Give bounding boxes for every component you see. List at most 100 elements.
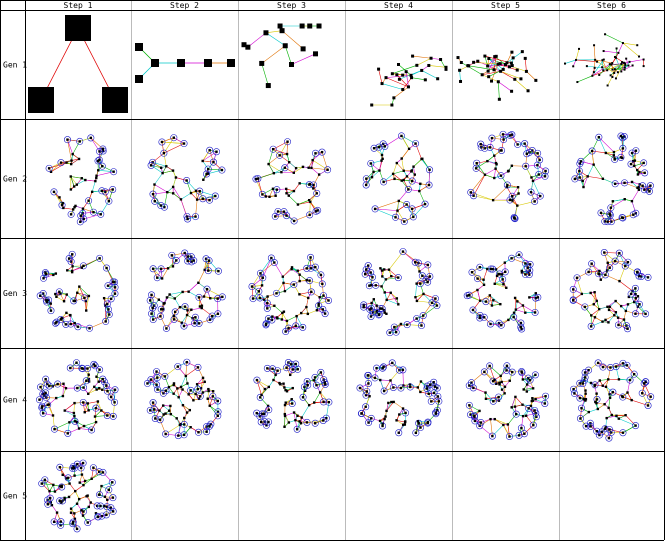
graph-node xyxy=(619,134,623,138)
graph-node-ring xyxy=(86,324,94,332)
graph-edge xyxy=(70,176,75,187)
graph-node xyxy=(534,78,538,82)
graph-edge xyxy=(105,191,110,202)
graph-node xyxy=(289,62,294,67)
graph-node xyxy=(148,299,152,302)
graph-node-ring xyxy=(497,321,505,329)
graph-edge xyxy=(371,418,381,422)
graph-node-ring xyxy=(171,308,179,316)
graph-node xyxy=(619,156,623,159)
graph-edge xyxy=(580,161,594,165)
graph-edge xyxy=(180,375,187,388)
graph-node xyxy=(211,314,214,318)
graph-node xyxy=(73,321,76,325)
graph-node-ring xyxy=(149,265,157,273)
graph-node xyxy=(195,198,199,201)
graph-edge xyxy=(392,362,404,371)
graph-edge xyxy=(421,70,438,80)
graph-node-ring xyxy=(635,300,643,308)
graph-edge xyxy=(491,134,504,139)
graph-node xyxy=(296,414,299,417)
graph-node xyxy=(500,323,503,327)
graph-node xyxy=(258,296,262,300)
graph-edge xyxy=(572,59,577,67)
graph-node xyxy=(586,175,589,178)
graph-node xyxy=(95,174,98,177)
graph-edge xyxy=(515,309,526,313)
graph-node xyxy=(536,296,540,299)
graph-node xyxy=(208,318,212,321)
graph-edge xyxy=(591,150,594,165)
graph-edge xyxy=(500,71,515,80)
graph-node xyxy=(271,367,274,370)
graph-node xyxy=(512,315,515,319)
graph-node xyxy=(371,311,375,314)
graph-node xyxy=(611,68,614,71)
graph-edge xyxy=(293,214,310,222)
graph-node xyxy=(285,319,289,323)
graph-node xyxy=(83,296,86,300)
graph-edge xyxy=(402,369,404,386)
graph-edge xyxy=(186,180,197,191)
graph-node xyxy=(301,326,304,329)
graph-node-ring xyxy=(403,321,411,329)
graph-edge xyxy=(639,304,646,315)
graph-node xyxy=(160,140,164,144)
graph-node xyxy=(426,263,430,267)
graph-node-ring xyxy=(74,323,82,331)
graph-edge xyxy=(501,380,510,383)
graph-node xyxy=(612,154,616,157)
graph-node xyxy=(323,381,326,384)
graph-node-ring xyxy=(105,311,113,319)
graph-node xyxy=(487,75,491,79)
graph-edge xyxy=(185,362,188,376)
graph-edge xyxy=(265,30,283,34)
graph-node xyxy=(406,85,410,89)
graph-node xyxy=(312,187,315,190)
graph-node xyxy=(152,304,156,307)
graph-edge xyxy=(489,295,501,305)
graph-node xyxy=(381,424,384,428)
graph-node xyxy=(488,146,492,149)
graph-node xyxy=(601,320,604,323)
graph-edge xyxy=(165,433,179,436)
graph-node xyxy=(280,318,284,321)
graph-node xyxy=(49,302,52,305)
graph-node xyxy=(483,173,487,176)
graph-node xyxy=(254,177,258,181)
graph-node xyxy=(573,177,577,181)
graph-node xyxy=(73,401,76,405)
graph-edge xyxy=(403,179,413,182)
graph-edge xyxy=(584,304,594,308)
graph-edge xyxy=(602,60,604,71)
graph-node-ring xyxy=(281,164,289,172)
graph-node xyxy=(278,154,281,157)
graph-node xyxy=(419,380,423,383)
graph-node xyxy=(193,322,196,325)
graph-node xyxy=(301,165,305,169)
graph-node-ring xyxy=(536,156,544,164)
graph-node xyxy=(82,401,85,404)
graph-node xyxy=(372,298,375,301)
graph-node-ring xyxy=(190,257,198,265)
graph-node xyxy=(318,391,322,394)
graph-node xyxy=(623,181,626,185)
graph-edge xyxy=(379,379,385,392)
graph-edge xyxy=(594,309,600,318)
graph-edge xyxy=(588,263,592,273)
graph-edge xyxy=(393,86,409,99)
graph-edge xyxy=(623,319,628,329)
graph-node xyxy=(61,394,65,398)
graph-node xyxy=(172,318,176,321)
graph-edge xyxy=(93,211,101,215)
graph-node xyxy=(276,369,279,372)
graph-node xyxy=(151,267,155,270)
graph-node-ring xyxy=(527,188,535,196)
graph-node xyxy=(404,70,408,74)
graph-node xyxy=(482,283,486,287)
graph-edge xyxy=(596,300,600,310)
graph-node xyxy=(616,71,619,74)
graph-edge xyxy=(70,315,75,324)
graph-edge xyxy=(198,319,211,324)
graph-node xyxy=(264,323,268,327)
